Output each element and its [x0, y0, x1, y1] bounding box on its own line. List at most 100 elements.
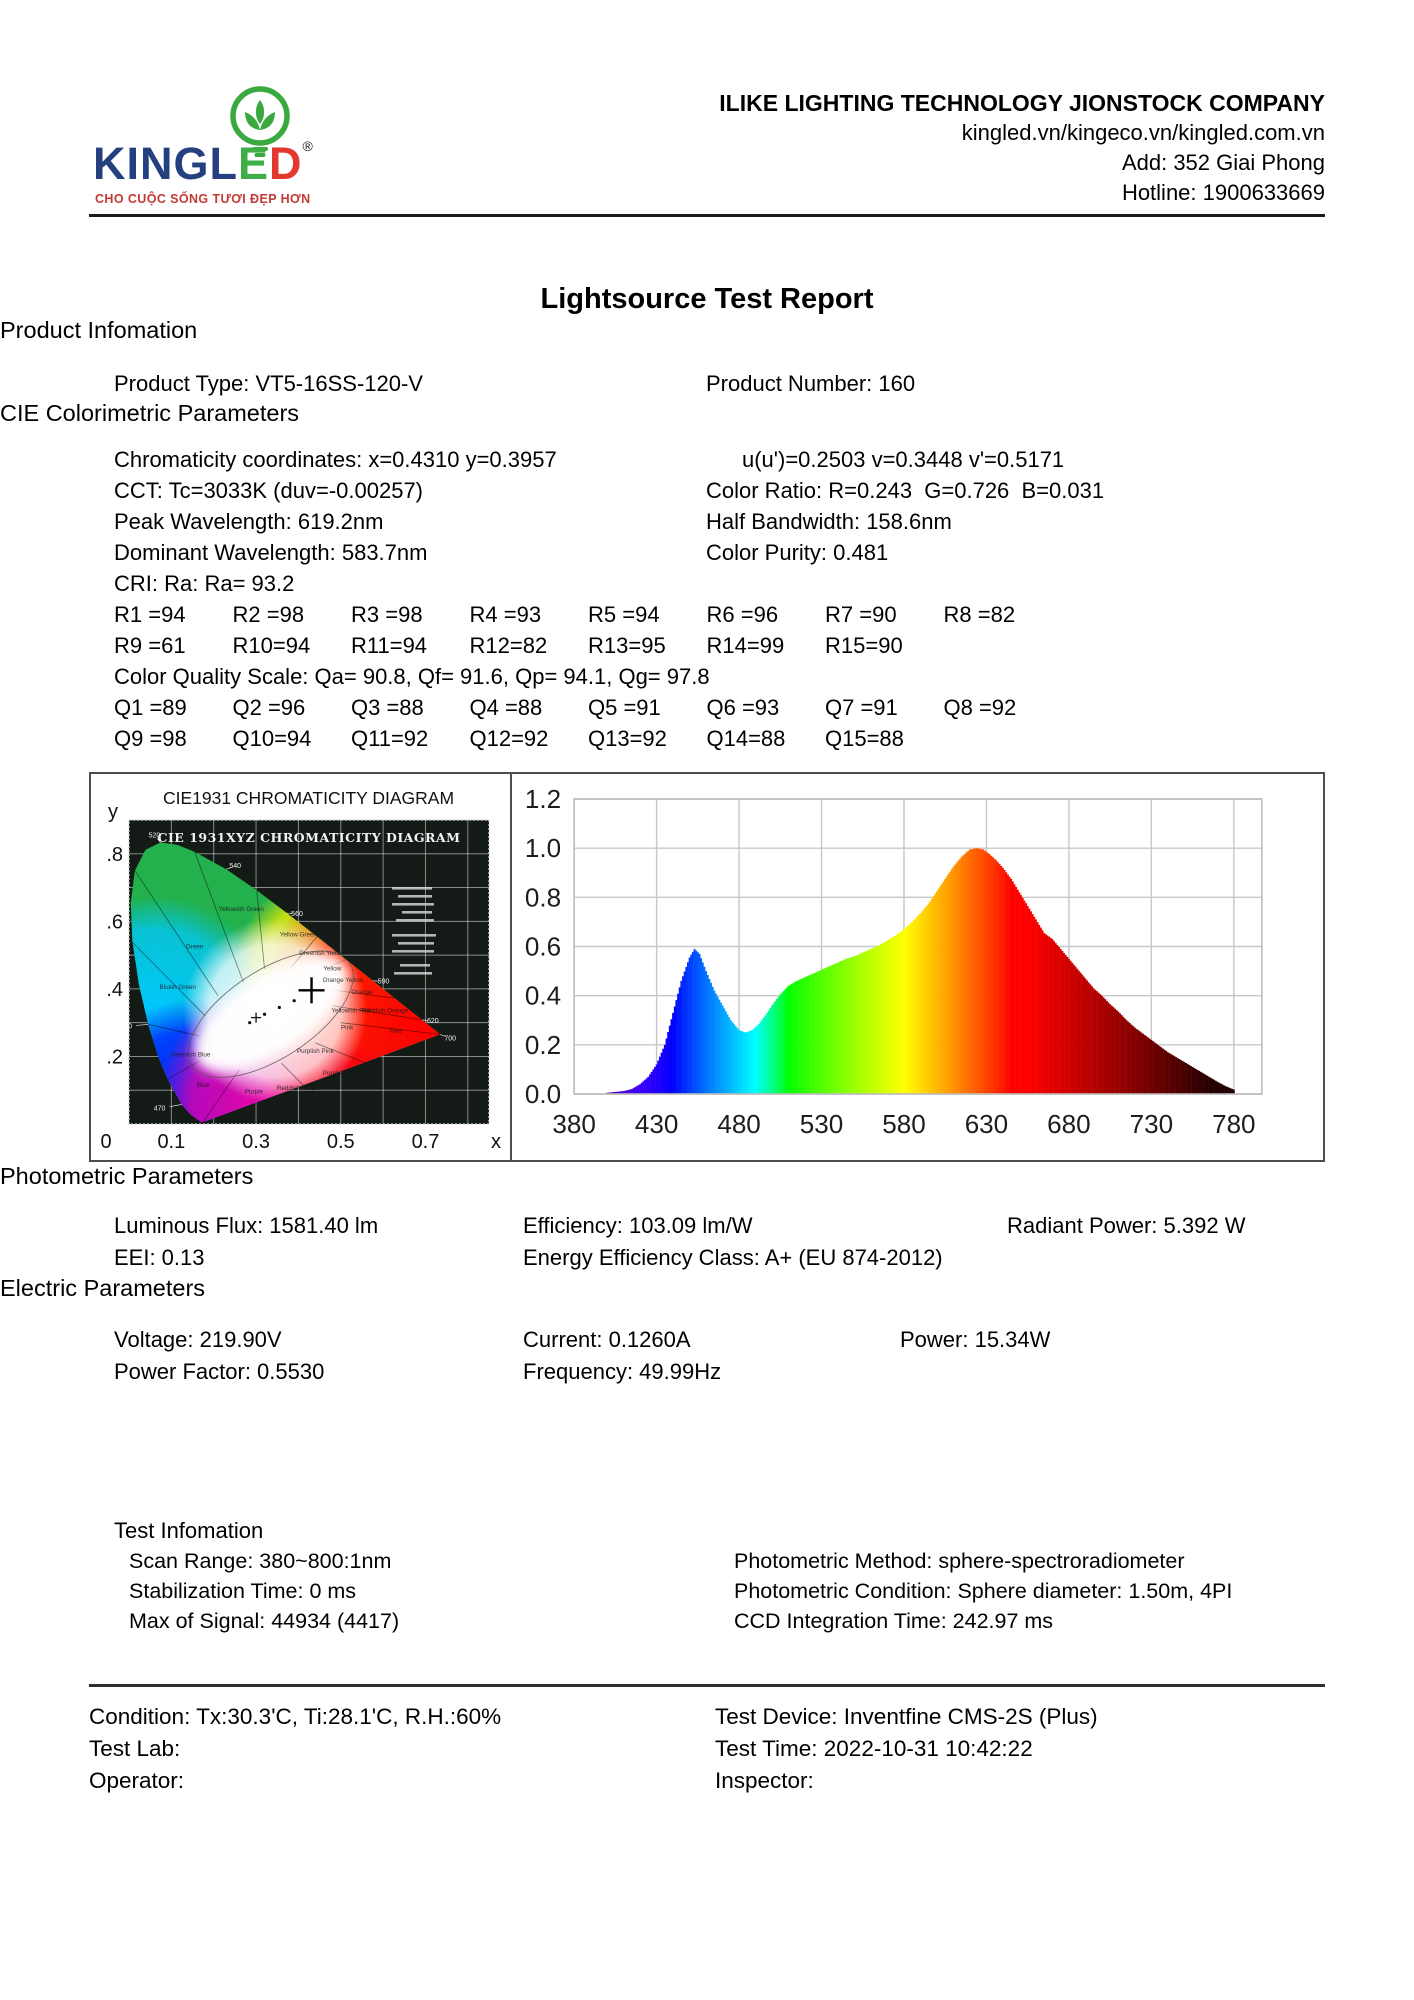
- charts-panel: Yellowish Green Green Yellow Green Greenish…: [89, 772, 1325, 1162]
- value-cell: R15=90: [825, 633, 903, 658]
- svg-text:1.0: 1.0: [525, 833, 561, 863]
- svg-text:Greenish Yellow: Greenish Yellow: [299, 950, 345, 957]
- svg-text:CIE 1931XYZ CHROMATICITY DIAGR: CIE 1931XYZ CHROMATICITY DIAGRAM: [158, 830, 461, 845]
- svg-text:0: 0: [100, 1131, 111, 1153]
- value-cell: Q11=92: [351, 726, 429, 751]
- product-section-heading: Product Infomation: [0, 317, 198, 343]
- value-cell: R4 =93: [469, 602, 542, 627]
- cct-row: CCT: Tc=3033K (duv=-0.00257) Color Ratio…: [89, 475, 1325, 506]
- svg-text:380: 380: [552, 1109, 595, 1139]
- svg-text:Blue: Blue: [197, 1082, 210, 1089]
- svg-text:520: 520: [149, 832, 161, 839]
- svg-text:0.7: 0.7: [412, 1131, 440, 1153]
- luminous-flux: Luminous Flux: 1581.40 lm: [114, 1213, 379, 1238]
- color-purity: Color Purity: 0.481: [706, 540, 889, 565]
- test-condition: Condition: Tx:30.3'C, Ti:28.1'C, R.H.:60…: [89, 1704, 502, 1729]
- value-cell: R7 =90: [825, 602, 897, 627]
- svg-text:Red: Red: [390, 1028, 402, 1035]
- company-info: ILIKE LIGHTING TECHNOLOGY JIONSTOCK COMP…: [719, 86, 1325, 208]
- svg-text:730: 730: [1130, 1109, 1173, 1139]
- radiant-power: Radiant Power: 5.392 W: [1007, 1213, 1246, 1238]
- cie-diagram-svg: Yellowish Green Green Yellow Green Greenish…: [100, 788, 501, 1153]
- svg-text:630: 630: [965, 1109, 1008, 1139]
- cri-r-values-row-2: R9 =61 R10=94 R11=94 R12=82 R13=95 R14=99 R15=…: [89, 630, 1325, 661]
- svg-text:Greenish Blue: Greenish Blue: [170, 1051, 210, 1058]
- cqs-row: Color Quality Scale: Qa= 90.8, Qf= 91.6,…: [89, 661, 1325, 692]
- svg-text:Orange Yellow: Orange Yellow: [323, 977, 364, 984]
- svg-text:Yellow Green: Yellow Green: [280, 932, 318, 939]
- value-cell: Q2 =96: [232, 695, 306, 720]
- registered-mark: ®: [302, 138, 314, 154]
- color-ratio: Color Ratio: R=0.243 G=0.726 B=0.031: [706, 478, 1105, 503]
- ccd-integration-time: CCD Integration Time: 242.97 ms: [734, 1609, 1054, 1633]
- power-factor: Power Factor: 0.5530: [114, 1359, 325, 1384]
- product-type: Product Type: VT5-16SS-120-V: [114, 371, 423, 396]
- svg-text:Reddish Purple: Reddish Purple: [277, 1085, 321, 1092]
- value-cell: Q6 =93: [706, 695, 780, 720]
- company-hotline: Hotline: 1900633669: [1121, 180, 1325, 205]
- photometric-method: Photometric Method: sphere-spectroradiom…: [734, 1549, 1185, 1573]
- efficiency: Efficiency: 103.09 lm/W: [523, 1213, 753, 1238]
- logo-text-e: E: [238, 138, 270, 189]
- photometric-row-2: EEI: 0.13 Energy Efficiency Class: A+ (E…: [89, 1242, 1325, 1274]
- logo-text-d: D: [269, 138, 303, 189]
- svg-text:Pink: Pink: [341, 1024, 354, 1031]
- cri-ra: CRI: Ra: Ra= 93.2: [114, 571, 295, 596]
- current: Current: 0.1260A: [523, 1327, 691, 1352]
- svg-text:620: 620: [427, 1018, 439, 1025]
- test-lab: Test Lab:: [89, 1736, 181, 1761]
- max-of-signal: Max of Signal: 44934 (4417): [129, 1609, 400, 1633]
- eei: EEI: 0.13: [114, 1245, 205, 1270]
- value-cell: Q10=94: [232, 726, 312, 751]
- bulb-lotus-icon: [230, 86, 290, 157]
- photometric-block: Luminous Flux: 1581.40 lm Efficiency: 10…: [89, 1210, 1325, 1274]
- svg-text:Yellow: Yellow: [323, 965, 341, 972]
- footer-row-1: Condition: Tx:30.3'C, Ti:28.1'C, R.H.:60…: [89, 1701, 1325, 1733]
- svg-text:Purplish Pink: Purplish Pink: [297, 1048, 335, 1055]
- test-device: Test Device: Inventfine CMS-2S (Plus): [715, 1704, 1098, 1729]
- svg-text:Yellowish Pink: Yellowish Pink: [331, 1008, 372, 1015]
- svg-text:.6: .6: [106, 911, 123, 933]
- svg-text:530: 530: [800, 1109, 843, 1139]
- value-cell: R10=94: [232, 633, 311, 658]
- svg-text:CIE1931 CHROMATICITY DIAGRAM: CIE1931 CHROMATICITY DIAGRAM: [163, 788, 454, 808]
- value-cell: R8 =82: [943, 602, 1016, 627]
- value-cell: Q14=88: [706, 726, 786, 751]
- product-number: Product Number: 160: [706, 371, 916, 396]
- test-info-row-1: Scan Range: 380~800:1nm Photometric Meth…: [89, 1546, 1325, 1576]
- chromaticity-row: Chromaticity coordinates: x=0.4310 y=0.3…: [89, 444, 1325, 475]
- test-info-row-2: Stabilization Time: 0 ms Photometric Con…: [89, 1576, 1325, 1606]
- value-cell: Q7 =91: [825, 695, 898, 720]
- logo-wordmark: KINGLED®: [93, 139, 314, 186]
- svg-text:0.8: 0.8: [525, 882, 561, 912]
- stabilization-time: Stabilization Time: 0 ms: [129, 1579, 357, 1603]
- electric-row-2: Power Factor: 0.5530 Frequency: 49.99Hz: [89, 1356, 1325, 1388]
- value-cell: Q12=92: [469, 726, 549, 751]
- value-cell: R11=94: [351, 633, 428, 658]
- svg-text:0.1: 0.1: [157, 1131, 185, 1153]
- value-cell: R5 =94: [588, 602, 660, 627]
- product-row: Product Type: VT5-16SS-120-V Product Num…: [89, 368, 1325, 399]
- value-cell: R6 =96: [706, 602, 779, 627]
- dominant-wavelength: Dominant Wavelength: 583.7nm: [114, 540, 428, 565]
- spectrum-svg: 0.0 0.2 0.4 0.6 0.8 1.0 1.2 380 430 480 530 580 630 6…: [512, 774, 1323, 1160]
- svg-text:480: 480: [717, 1109, 760, 1139]
- svg-text:Bluish Green: Bluish Green: [160, 984, 197, 991]
- electric-block: Voltage: 219.90V Current: 0.1260A Power:…: [89, 1324, 1325, 1388]
- company-name: ILIKE LIGHTING TECHNOLOGY JIONSTOCK COMP…: [719, 90, 1325, 116]
- svg-text:Green: Green: [186, 943, 204, 950]
- svg-text:0.5: 0.5: [327, 1131, 355, 1153]
- svg-text:Reddish Orange: Reddish Orange: [362, 1008, 408, 1015]
- page-title: Lightsource Test Report: [540, 283, 874, 315]
- spectrum-panel: 0.0 0.2 0.4 0.6 0.8 1.0 1.2 380 430 480 530 580 630 6…: [512, 774, 1323, 1160]
- svg-text:540: 540: [229, 863, 241, 870]
- report-header: KINGLED® CHO CUỘC SỐNG TƯƠI ĐẸP HƠN ILIK…: [89, 0, 1325, 217]
- cie-parameter-block: Chromaticity coordinates: x=0.4310 y=0.3…: [89, 444, 1325, 754]
- power: Power: 15.34W: [900, 1327, 1051, 1352]
- value-cell: Q4 =88: [469, 695, 543, 720]
- chromaticity-uv: u(u')=0.2503 v=0.3448 v'=0.5171: [742, 447, 1065, 472]
- value-cell: R14=99: [706, 633, 785, 658]
- peak-wavelength: Peak Wavelength: 619.2nm: [114, 509, 384, 534]
- value-cell: Q9 =98: [114, 726, 187, 751]
